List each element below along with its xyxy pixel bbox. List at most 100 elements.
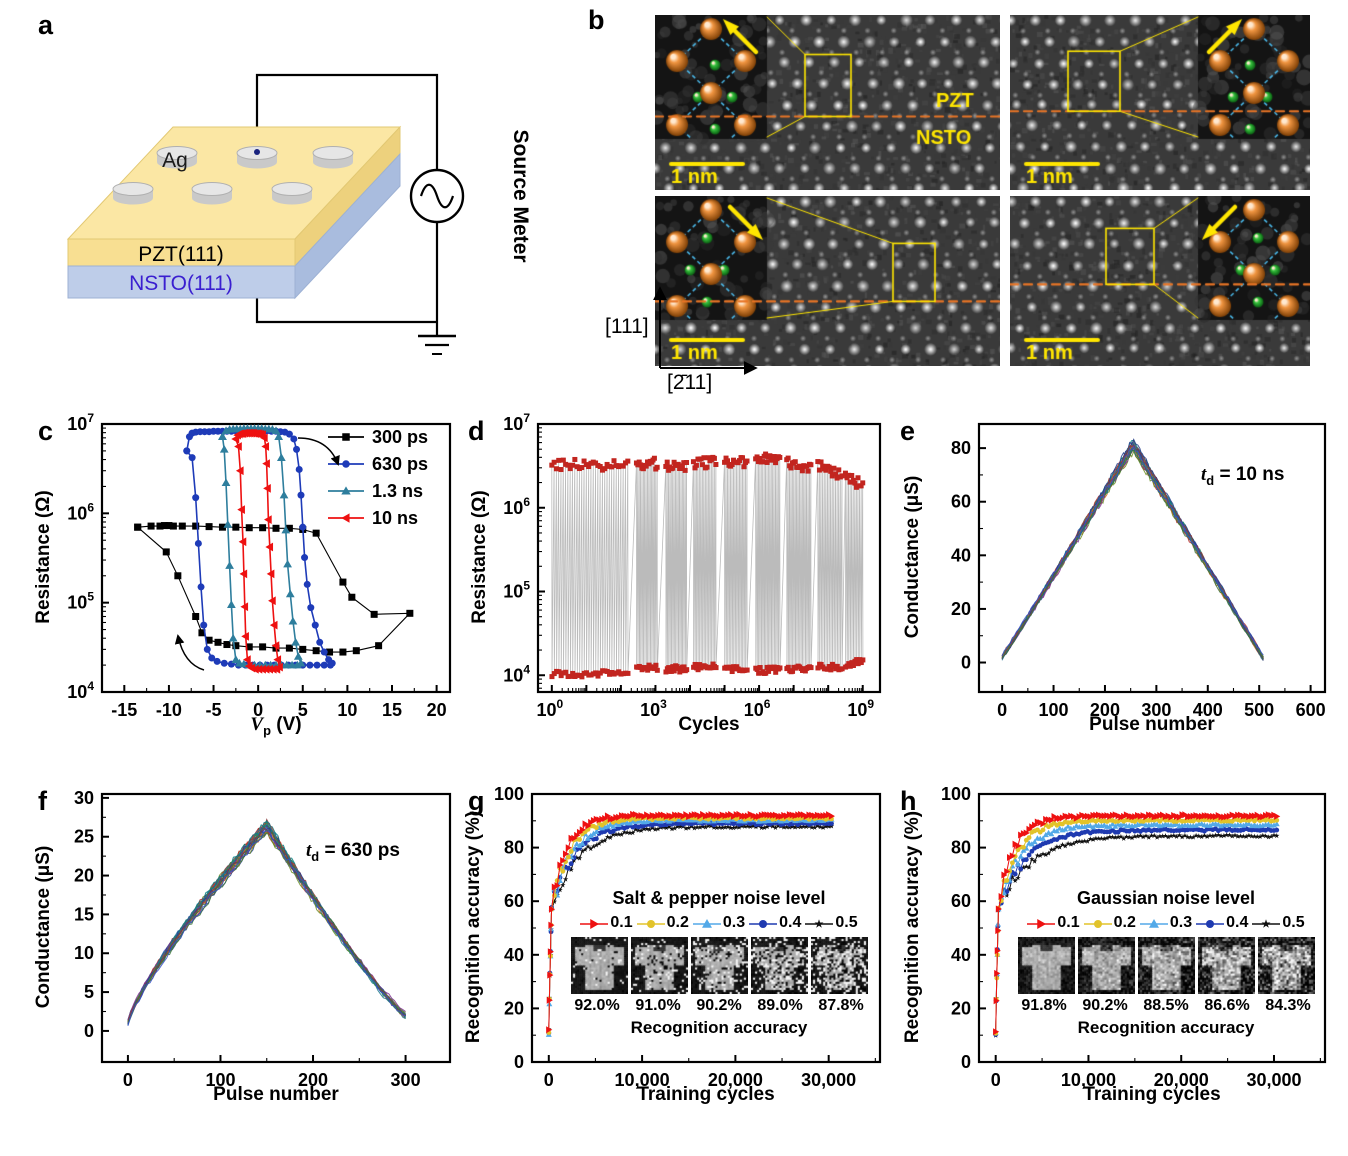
contact-dot (254, 149, 260, 155)
svg-text:300: 300 (391, 1070, 421, 1090)
legend-label: 0.4 (779, 914, 802, 931)
svg-text:20: 20 (951, 599, 971, 619)
svg-text:40: 40 (951, 945, 971, 965)
svg-text:10,000: 10,000 (1061, 1070, 1116, 1090)
svg-text:5: 5 (298, 700, 308, 720)
d-y-axis-label: Resistance (Ω) (469, 490, 490, 624)
g-caption: Recognition accuracy (630, 1018, 808, 1037)
ground-icon (418, 334, 456, 355)
panel-letter-g: g (468, 786, 485, 816)
svg-text:20,000: 20,000 (1154, 1070, 1209, 1090)
svg-text:104: 104 (67, 679, 94, 702)
panel-letter-d: d (468, 416, 485, 446)
legend-label: 0.1 (610, 914, 633, 931)
h-x-axis-label: Training cycles (1083, 1084, 1221, 1105)
panel-e: e 0 100 200 300 400 500 600 0 20 40 60 80 td = 10 n… (891, 412, 1346, 786)
svg-text:0: 0 (84, 1021, 94, 1041)
svg-text:40: 40 (951, 545, 971, 565)
c-y-axis-label: Resistance (Ω) (33, 490, 54, 624)
svg-text:300 ps: 300 ps (372, 427, 428, 447)
panel-letter-e: e (900, 416, 916, 446)
svg-text:0: 0 (997, 700, 1007, 720)
svg-text:0: 0 (514, 1052, 524, 1072)
device-schematic: Ag PZT(111) NSTO(111) Source Meter (66, 73, 532, 355)
legend-item-0.4: 0.4 (1196, 914, 1248, 932)
panel-letter-c: c (38, 416, 54, 446)
svg-text:10: 10 (337, 700, 357, 720)
svg-text:600: 600 (1296, 700, 1326, 720)
panel-d: d 100 103 106 109 104 105 106 107 Cycles Resist… (458, 412, 890, 786)
g-legend: 0.1 0.2 0.3 0.4 0.5 (580, 914, 858, 932)
g-x-axis-label: Training cycles (637, 1084, 775, 1105)
panel-c: c -15 -10 -5 0 5 10 15 20 104 105 106 107 300 ps 630 … (28, 412, 460, 786)
svg-text:0: 0 (961, 653, 971, 673)
electrode-label: Ag (162, 149, 188, 172)
legend-label: 0.4 (1226, 914, 1249, 931)
svg-text:20: 20 (427, 700, 447, 720)
legend-label: 0.2 (666, 914, 689, 931)
svg-text:300: 300 (1141, 700, 1171, 720)
panel-h: h 0 10,000 20,000 30,000 0 20 40 60 80 100 Gaussi… (891, 782, 1346, 1156)
ag-electrode (271, 182, 313, 205)
noisy-image-sp-0.4 (750, 937, 808, 994)
svg-text:109: 109 (847, 697, 874, 720)
svg-text:-15: -15 (111, 700, 137, 720)
stem-image-down-row2-right (1010, 196, 1310, 366)
svg-text:80: 80 (951, 838, 971, 858)
svg-text:20: 20 (951, 998, 971, 1018)
legend-label: 0.3 (722, 914, 746, 931)
svg-text:100: 100 (536, 697, 563, 720)
svg-text:100: 100 (494, 784, 524, 804)
recognition-accuracy-chart-gauss: 0 10,000 20,000 30,000 0 20 40 60 80 100 (941, 784, 1327, 1090)
panel-g: g 0 10,000 20,000 30,000 0 20 40 60 80 100 Salt &… (458, 782, 890, 1156)
panel-letter-b: b (588, 5, 605, 35)
noisy-image-g-0.4 (1197, 937, 1255, 994)
crystal-axes-arrows (653, 286, 758, 375)
conductance-chart-630ps: 0 100 200 300 0 5 10 15 20 25 30 (74, 788, 452, 1090)
endurance-chart: 100 103 106 109 104 105 106 107 (503, 412, 882, 720)
conductance-trace (1001, 445, 1264, 657)
stem-image-up-right (1010, 15, 1310, 190)
panel-f: f 0 100 200 300 0 5 10 15 20 25 30 td = 630 ps Pul… (28, 782, 460, 1156)
svg-text:10,000: 10,000 (615, 1070, 670, 1090)
pzt-layer-label: PZT(111) (138, 243, 224, 266)
svg-text:630 ps: 630 ps (372, 454, 428, 474)
legend-item-0.2: 0.2 (636, 914, 689, 932)
legend-item-0.4: 0.4 (749, 914, 801, 932)
legend-item-0.2: 0.2 (1083, 914, 1136, 932)
noisy-image-g-0.3 (1137, 937, 1195, 994)
legend-item-0.1: 0.1 (580, 914, 633, 932)
legend-label: 0.5 (835, 914, 858, 931)
svg-text:30,000: 30,000 (1246, 1070, 1301, 1090)
svg-text:5: 5 (84, 982, 94, 1002)
f-y-axis-label: Conductance (μS) (33, 845, 54, 1009)
svg-text:10: 10 (74, 943, 94, 963)
legend-item-0.5: 0.5 (1252, 914, 1305, 932)
conductance-trace (127, 830, 406, 1027)
svg-text:105: 105 (503, 579, 530, 602)
conductance-trace (1001, 449, 1264, 660)
h-accuracy-values: 91.8% 90.2% 88.5% 86.6% 84.3% (1021, 997, 1311, 1014)
g-noise-title: Salt & pepper noise level (612, 888, 826, 908)
svg-text:500: 500 (1244, 700, 1274, 720)
legend-label: 0.1 (1057, 914, 1080, 931)
noisy-image-g-0.2 (1077, 937, 1135, 994)
svg-text:0: 0 (253, 700, 263, 720)
crystal-axes: [111] [2̄11] (605, 275, 780, 405)
legend-item-0.1: 0.1 (1027, 914, 1080, 932)
g-noisy-images (570, 937, 868, 994)
svg-text:0: 0 (123, 1070, 133, 1090)
legend-label: 0.2 (1113, 914, 1136, 931)
c-x-axis-label: Vp (V) (250, 714, 302, 738)
svg-text:0: 0 (544, 1070, 554, 1090)
svg-text:100: 100 (205, 1070, 235, 1090)
panel-b: b [111] [2̄11] (580, 0, 1348, 412)
series-300 ps (137, 524, 412, 653)
endurance-trace (551, 454, 864, 677)
f-x-axis-label: Pulse number (213, 1084, 339, 1105)
svg-text:400: 400 (1193, 700, 1223, 720)
conductance-trace (127, 821, 406, 1024)
resistance-voltage-chart: -15 -10 -5 0 5 10 15 20 104 105 106 107 300 ps 630 ps… (67, 412, 452, 720)
svg-text:20,000: 20,000 (708, 1070, 763, 1090)
svg-text:100: 100 (1039, 700, 1069, 720)
